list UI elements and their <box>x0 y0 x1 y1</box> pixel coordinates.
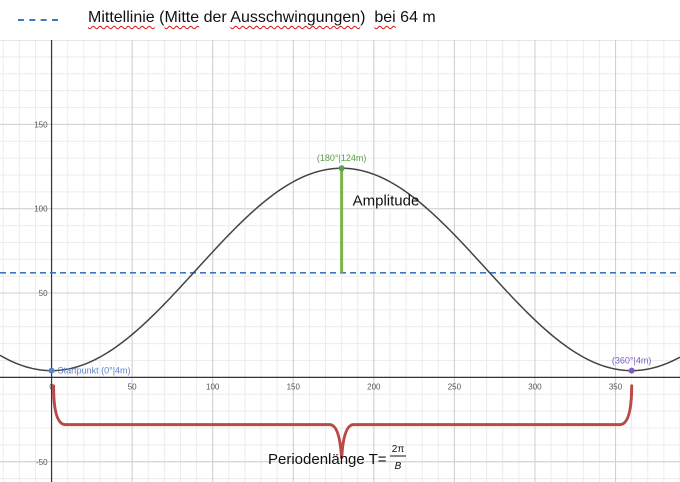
y-tick-label: 100 <box>34 205 48 214</box>
point-marker <box>338 165 345 172</box>
point-label: (360°|4m) <box>612 356 651 366</box>
y-tick-label: 150 <box>34 120 48 129</box>
major-grid <box>0 40 680 482</box>
cosine-curve <box>0 167 680 372</box>
x-tick-label: 50 <box>128 382 137 391</box>
x-tick-label: 300 <box>528 382 542 391</box>
period-label: Periodenlänge T= 2π B <box>268 444 406 472</box>
legend-word-mitte: Mitte <box>164 9 200 26</box>
points: Startpunkt (0°|4m) (180°|124m) (360°|4m) <box>48 153 651 376</box>
cosine-chart: 0 50 100 150 200 250 300 350 -50 50 100 150 Startpu… <box>0 40 680 482</box>
legend-word-bei: bei <box>374 9 396 26</box>
point-marker <box>628 367 635 374</box>
period-brace-group <box>52 384 634 459</box>
x-tick-label: 100 <box>206 382 220 391</box>
legend-text-part: ) <box>360 9 375 26</box>
midline-legend-swatch <box>18 19 58 21</box>
axes <box>0 40 680 482</box>
x-tick-label: 200 <box>367 382 381 391</box>
period-label-prefix: Periodenlänge T= <box>268 451 387 468</box>
period-label-denominator: B <box>395 461 402 472</box>
period-label-numerator: 2π <box>392 444 405 455</box>
point-label: Startpunkt (0°|4m) <box>58 366 131 376</box>
x-tick-label: 350 <box>609 382 623 391</box>
legend-text: Mittellinie (Mitte der Ausschwingungen) … <box>88 9 436 27</box>
legend-text-part: 64 m <box>395 9 436 26</box>
x-tick-label: 0 <box>49 382 54 391</box>
point-marker <box>48 367 55 374</box>
y-tick-label: 50 <box>39 289 48 298</box>
x-tick-label: 250 <box>448 382 462 391</box>
amplitude-label-group: Amplitude <box>353 192 420 209</box>
legend: Mittellinie (Mitte der Ausschwingungen) … <box>0 0 680 40</box>
legend-word-mittellinie: Mittellinie <box>88 9 155 26</box>
x-tick-label: 150 <box>287 382 301 391</box>
legend-text-part: der <box>199 9 231 26</box>
series <box>0 167 680 372</box>
minor-grid <box>0 40 680 482</box>
amplitude-label: Amplitude <box>353 192 420 209</box>
tick-labels: 0 50 100 150 200 250 300 350 -50 50 100 150 <box>34 120 623 466</box>
period-brace <box>52 384 634 459</box>
legend-text-part: ( <box>154 9 165 26</box>
y-tick-label: -50 <box>36 458 48 467</box>
point-label: (180°|124m) <box>317 153 366 163</box>
legend-word-ausschwingungen: Ausschwingungen <box>230 9 361 26</box>
